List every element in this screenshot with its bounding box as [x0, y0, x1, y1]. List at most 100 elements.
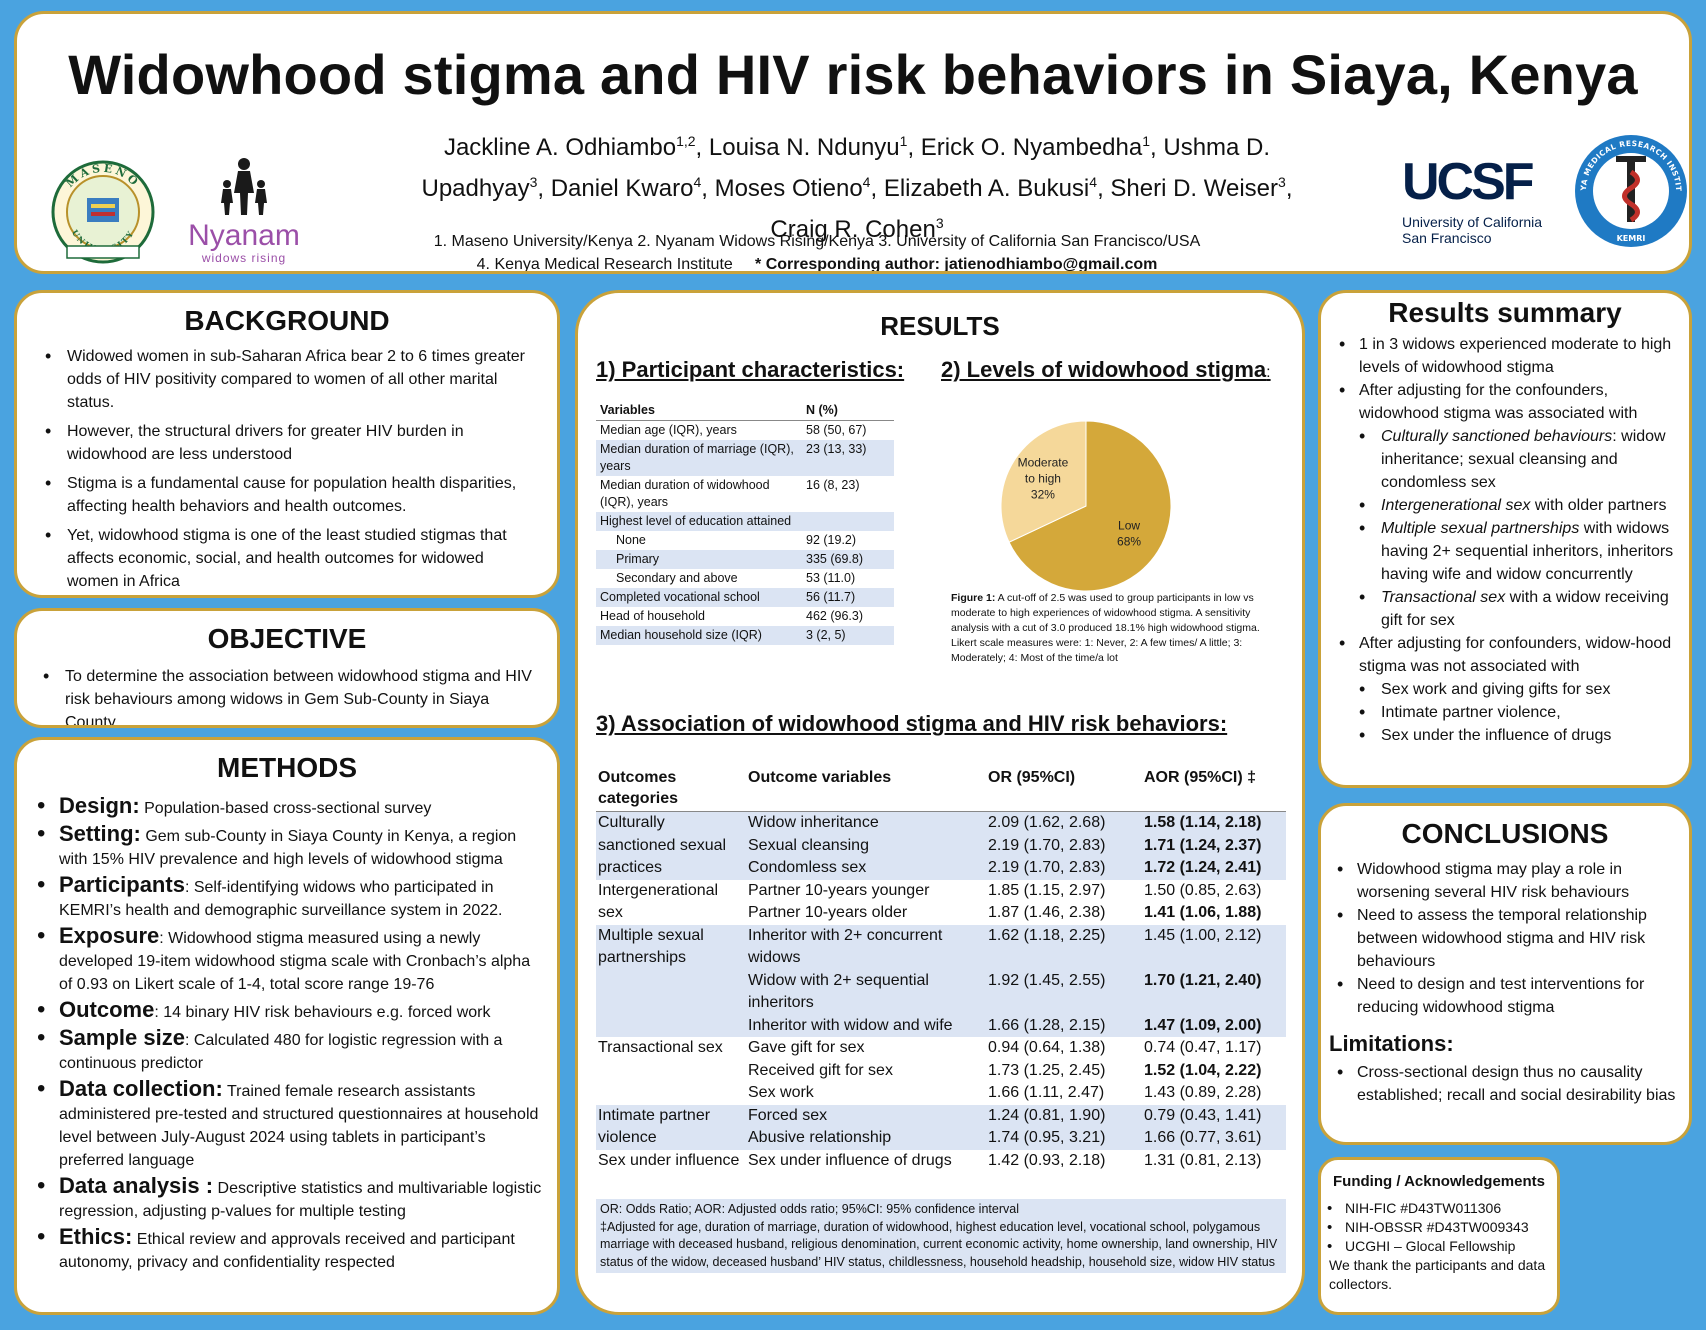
limitations-list: Cross-sectional design thus no causality…	[1327, 1061, 1677, 1107]
methods-term: Participants	[59, 872, 185, 897]
table-row: Median duration of marriage (IQR), years…	[596, 440, 894, 476]
participant-variable: Highest level of education attained	[596, 512, 802, 531]
association-heading: 3) Association of widowhood stigma and H…	[596, 711, 1228, 736]
methods-item: Outcome: 14 binary HIV risk behaviours e…	[31, 998, 543, 1024]
methods-item: Exposure: Widowhood stigma measured usin…	[31, 924, 543, 996]
table-notes: OR: Odds Ratio; AOR: Adjusted odds ratio…	[596, 1199, 1286, 1273]
affiliations: 1. Maseno University/Kenya 2. Nyanam Wid…	[347, 230, 1287, 273]
table-row: Received gift for sex 1.73 (1.25, 2.45) 1.…	[596, 1060, 1286, 1083]
table-row: Inheritor with widow and wife 1.66 (1.28,…	[596, 1014, 1286, 1037]
adjusted-odds-ratio: 1.71 (1.24, 2.37)	[1142, 834, 1286, 857]
corresponding-label: * Corresponding author:	[755, 256, 940, 273]
odds-ratio: 1.73 (1.25, 2.45)	[988, 1061, 1106, 1079]
affiliations-line-1: 1. Maseno University/Kenya 2. Nyanam Wid…	[433, 233, 1201, 250]
participant-variable: Primary	[596, 550, 802, 569]
adjusted-odds-ratio: 1.50 (0.85, 2.63)	[1144, 881, 1262, 899]
family-silhouette-icon	[221, 158, 267, 215]
adjusted-odds-ratio: 1.52 (1.04, 2.22)	[1144, 1061, 1262, 1079]
background-title: BACKGROUND	[184, 305, 390, 336]
summary-list: 1 in 3 widows experienced moderate to hi…	[1329, 333, 1677, 747]
outcome-variable: Abusive relationship	[746, 1127, 986, 1150]
participant-variable: Median duration of marriage (IQR), years	[596, 440, 802, 476]
summary-item: After adjusting for confounders, widow-h…	[1329, 632, 1677, 678]
outcome-variable: Sex under influence of drugs	[748, 1151, 952, 1169]
methods-item: Ethics: Ethical review and approvals rec…	[31, 1225, 543, 1274]
limitation-item: Cross-sectional design thus no causality…	[1327, 1061, 1677, 1107]
outcome-variable: Inheritor with widow and wife	[746, 1014, 986, 1037]
author-affiliation: 1,2	[676, 133, 696, 149]
objective-title: OBJECTIVE	[207, 623, 367, 654]
participant-characteristics-heading: 1) Participant characteristics:	[596, 357, 905, 382]
outcome-variable: Partner 10-years older	[748, 904, 908, 921]
summary-item-text: : widow inheritance; sexual cleansing an…	[1381, 428, 1666, 491]
table-row: Abusive relationship 1.74 (0.95, 3.21) 1.6…	[596, 1127, 1286, 1150]
adjusted-odds-ratio: 1.58 (1.14, 2.18)	[1142, 811, 1286, 835]
author-affiliation: 1	[899, 133, 908, 149]
background-item: Widowed women in sub-Saharan Africa bear…	[35, 345, 539, 414]
conclusion-item: Widowhood stigma may play a role in wors…	[1327, 858, 1677, 904]
assoc-header-or: OR (95%CI)	[986, 765, 1142, 812]
background-section: BACKGROUND Widowed women in sub-Saharan …	[14, 290, 560, 598]
svg-text:KEMRI: KEMRI	[1617, 234, 1646, 243]
table-row: Sex under influence Sex under influence o…	[596, 1150, 1286, 1173]
limitations-title: Limitations:	[1329, 1031, 1454, 1056]
table-row: Transactional sex Gave gift for sex 0.94 (…	[596, 1037, 1286, 1060]
assoc-header-variable: Outcome variables	[746, 765, 986, 812]
nyanam-tagline: widows rising	[201, 251, 287, 265]
summary-item-text: with older partners	[1530, 497, 1667, 514]
methods-section: METHODS Design: Population-based cross-s…	[14, 737, 560, 1315]
conclusions-section: CONCLUSIONS Widowhood stigma may play a …	[1318, 803, 1692, 1145]
table-row: Multiple sexual partnerships Inheritor wi…	[596, 924, 1286, 1037]
odds-ratio: 1.92 (1.45, 2.55)	[986, 969, 1142, 1015]
summary-item-text: 1 in 3 widows experienced moderate to hi…	[1359, 336, 1672, 376]
participant-table-header-variable: Variables	[596, 401, 802, 421]
author-name: Moses Otieno	[714, 175, 863, 202]
results-section: RESULTS 1) Participant characteristics: …	[575, 290, 1305, 1315]
funding-section: Funding / Acknowledgements NIH-FIC #D43T…	[1318, 1157, 1560, 1315]
author-affiliation: 4	[862, 174, 871, 190]
summary-item: Transactional sex with a widow receiving…	[1329, 586, 1677, 632]
table-row: Secondary and above 53 (11.0)	[596, 569, 894, 588]
methods-text: Population-based cross-sectional survey	[139, 800, 432, 817]
outcome-variable: Gave gift for sex	[748, 1039, 865, 1056]
methods-term: Data collection:	[59, 1076, 223, 1101]
summary-item-emphasis: Intergenerational sex	[1381, 497, 1531, 514]
author-name: Jackline A. Odhiambo	[443, 134, 677, 161]
odds-ratio: 1.66 (1.11, 2.47)	[988, 1084, 1105, 1101]
odds-ratio: 0.94 (0.64, 1.38)	[988, 1039, 1106, 1056]
summary-item-text: with a widow receiving gift for sex	[1381, 589, 1669, 629]
table-row: Head of household 462 (96.3)	[596, 607, 894, 626]
table-row: Sex work 1.66 (1.11, 2.47) 1.43 (0.89, 2.2…	[596, 1082, 1286, 1105]
objective-section: OBJECTIVE To determine the association b…	[14, 608, 560, 728]
summary-item-text: Sex under the influence of drugs	[1381, 727, 1612, 744]
nyanam-logo: Nyanam widows rising	[169, 154, 319, 265]
participant-value	[802, 512, 894, 531]
author-affiliation: 3	[935, 215, 944, 231]
pie-slice	[1008, 420, 1172, 592]
odds-ratio: 1.24 (0.81, 1.90)	[986, 1104, 1142, 1127]
background-item: Yet, widowhood stigma is one of the leas…	[35, 524, 539, 593]
participant-table: Variables N (%) Median age (IQR), years 5…	[596, 401, 894, 645]
methods-item: Data collection: Trained female research…	[31, 1077, 543, 1172]
corresponding-email[interactable]: jatienodhiambo@gmail.com	[944, 256, 1158, 273]
figure-caption: Figure 1: A cut-off of 2.5 was used to g…	[951, 592, 1260, 664]
author-list: Jackline A. Odhiambo1,2, Louisa N. Nduny…	[421, 133, 1293, 243]
table-note-adjustment: ‡Adjusted for age, duration of marriage,…	[600, 1219, 1278, 1269]
outcome-variable: Sex work	[748, 1084, 814, 1101]
table-row: Intimate partner violence Forced sex 1.24 …	[596, 1104, 1286, 1150]
summary-item-text: Sex work and giving gifts for sex	[1381, 681, 1611, 698]
methods-term: Sample size	[59, 1025, 185, 1050]
author-affiliation: 3	[1278, 174, 1286, 190]
table-row: None 92 (19.2)	[596, 531, 894, 550]
background-list: Widowed women in sub-Saharan Africa bear…	[35, 345, 539, 593]
kemri-logo: KENYA MEDICAL RESEARCH INSTITUTE KEMRI	[1572, 132, 1687, 247]
author-affiliation: 1	[1142, 133, 1151, 149]
participant-value: 92 (19.2)	[806, 533, 857, 547]
conclusions-list: Widowhood stigma may play a role in wors…	[1327, 858, 1677, 1019]
funding-list: NIH-FIC #D43TW011306NIH-OBSSR #D43TW0093…	[1323, 1199, 1553, 1256]
summary-item-emphasis: Multiple sexual partnerships	[1381, 520, 1580, 537]
assoc-header-aor: AOR (95%CI) ‡	[1142, 765, 1286, 812]
association-table: Outcomes categories Outcome variables OR…	[596, 765, 1286, 1172]
author-name: Ushma D. Upadhyay	[421, 134, 1271, 202]
conclusions-title: CONCLUSIONS	[1401, 818, 1609, 849]
